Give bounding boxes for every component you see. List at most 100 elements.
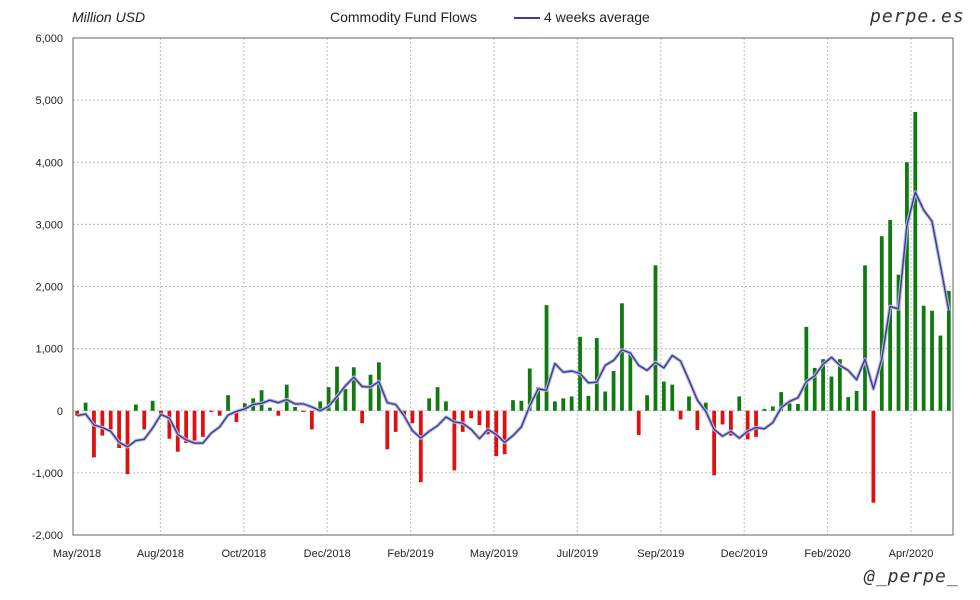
flow-bar bbox=[477, 410, 482, 426]
flow-bar bbox=[653, 265, 658, 411]
x-tick-label: Feb/2019 bbox=[387, 548, 433, 560]
flow-bar bbox=[444, 401, 448, 411]
flow-bar bbox=[930, 310, 934, 411]
flow-bar bbox=[628, 351, 633, 411]
flow-bar bbox=[201, 410, 205, 437]
x-tick-label: Dec/2019 bbox=[721, 548, 768, 560]
y-tick-label: 5,000 bbox=[35, 95, 63, 107]
flow-bar bbox=[293, 407, 297, 411]
y-axis-unit-label: Million USD bbox=[72, 9, 146, 25]
flow-bar bbox=[133, 404, 138, 411]
flow-bar bbox=[913, 111, 918, 411]
flow-bar bbox=[335, 366, 339, 411]
flow-bar bbox=[234, 410, 239, 422]
flow-bar bbox=[360, 410, 365, 424]
flow-bar bbox=[670, 384, 675, 411]
flow-bar bbox=[561, 398, 566, 411]
flow-bar bbox=[418, 410, 423, 483]
flow-bar bbox=[837, 359, 842, 411]
flow-bar bbox=[452, 410, 457, 471]
y-tick-label: 0 bbox=[57, 406, 63, 418]
flow-bar bbox=[377, 362, 381, 411]
flow-bar bbox=[536, 387, 541, 411]
axes: 6,000 5,000 4,000 3,000 2,000 1,000 0 -1,000 -2,… bbox=[32, 33, 954, 560]
flow-bar bbox=[460, 410, 465, 432]
flow-bar bbox=[762, 408, 767, 411]
flow-bar bbox=[938, 335, 943, 411]
flow-bar bbox=[502, 410, 507, 455]
brand-handle-bottom: @_perpe_ bbox=[864, 566, 959, 587]
flow-bar bbox=[393, 410, 398, 432]
flow-bar bbox=[167, 410, 172, 439]
flow-bar bbox=[351, 367, 356, 411]
flow-bar bbox=[569, 396, 574, 411]
flow-bar bbox=[142, 410, 147, 430]
flow-bar bbox=[226, 395, 230, 411]
x-tick-label: Jul/2019 bbox=[557, 548, 599, 560]
flow-bar bbox=[745, 410, 750, 440]
flow-bar bbox=[720, 410, 725, 425]
flow-bar bbox=[527, 368, 532, 411]
flow-bar bbox=[645, 395, 649, 411]
average-line bbox=[76, 190, 951, 449]
flow-bar bbox=[879, 236, 884, 411]
flow-bar bbox=[469, 410, 473, 419]
flow-bar bbox=[108, 410, 113, 430]
flow-bar bbox=[553, 401, 557, 411]
flow-bar bbox=[343, 389, 348, 411]
flow-bar bbox=[661, 381, 666, 411]
flow-bar bbox=[276, 410, 281, 416]
x-tick-label: Feb/2020 bbox=[804, 548, 850, 560]
flow-bar bbox=[519, 400, 524, 411]
flow-bar bbox=[586, 395, 591, 411]
plot-frame bbox=[72, 37, 954, 536]
chart-title: Commodity Fund Flows bbox=[330, 9, 478, 25]
flow-bar bbox=[268, 407, 272, 411]
y-tick-label: -2,000 bbox=[32, 530, 63, 542]
flow-bar bbox=[770, 406, 775, 411]
flow-bar bbox=[209, 410, 214, 412]
bars bbox=[75, 111, 951, 503]
y-tick-label: 1,000 bbox=[35, 344, 63, 356]
flow-bar bbox=[544, 305, 549, 411]
flow-bar bbox=[678, 410, 683, 420]
flow-bar bbox=[217, 410, 222, 416]
flow-bar bbox=[410, 410, 415, 424]
flow-bar bbox=[75, 410, 80, 416]
legend-line-swatch bbox=[514, 17, 540, 19]
flow-bar bbox=[636, 410, 641, 435]
y-tick-label: 6,000 bbox=[35, 33, 63, 45]
flow-bar bbox=[695, 410, 700, 431]
flow-bar bbox=[435, 387, 440, 411]
flow-bar bbox=[83, 402, 88, 411]
x-tick-label: May/2019 bbox=[470, 548, 518, 560]
flow-bar bbox=[703, 402, 708, 411]
y-tick-label: -1,000 bbox=[32, 468, 63, 480]
average-line-series bbox=[77, 191, 950, 448]
flow-bar bbox=[737, 396, 742, 411]
x-tick-label: Apr/2020 bbox=[889, 548, 934, 560]
flow-bar bbox=[427, 398, 432, 411]
x-tick-label: Aug/2018 bbox=[137, 548, 184, 560]
flow-bar bbox=[946, 290, 951, 411]
flow-bar bbox=[846, 397, 851, 411]
flow-bar bbox=[854, 390, 859, 411]
flow-bar bbox=[368, 374, 373, 411]
legend-entry-average: 4 weeks average bbox=[544, 9, 650, 25]
flow-bar bbox=[921, 305, 926, 411]
x-tick-label: Oct/2018 bbox=[221, 548, 266, 560]
flow-bar bbox=[779, 392, 784, 411]
flow-bar bbox=[729, 410, 733, 436]
flow-bar bbox=[100, 410, 105, 436]
flow-bar bbox=[896, 274, 901, 411]
flow-bar bbox=[125, 410, 130, 475]
flow-bar bbox=[309, 410, 314, 430]
flow-bar bbox=[863, 265, 867, 411]
flow-bar bbox=[687, 396, 691, 411]
brand-watermark-top: perpe.es bbox=[870, 6, 965, 27]
flow-bar bbox=[284, 384, 289, 411]
flow-bar bbox=[871, 410, 876, 503]
flow-bar bbox=[117, 410, 121, 449]
flow-bar bbox=[611, 370, 616, 411]
